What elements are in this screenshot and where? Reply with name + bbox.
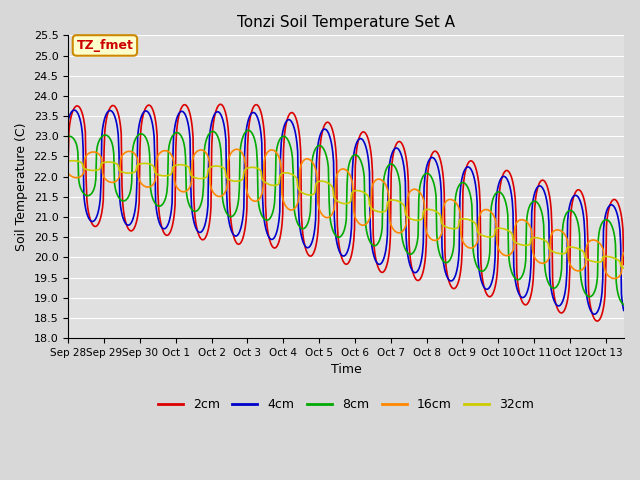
4cm — [591, 312, 598, 317]
8cm — [463, 184, 471, 190]
2cm — [64, 162, 72, 168]
16cm — [64, 170, 72, 176]
2cm — [594, 318, 602, 324]
2cm — [217, 101, 225, 107]
Line: 16cm: 16cm — [68, 149, 624, 278]
2cm — [67, 117, 74, 123]
4cm — [620, 308, 628, 313]
2cm — [142, 105, 150, 110]
4cm — [477, 276, 484, 282]
32cm — [67, 158, 74, 164]
4cm — [143, 108, 150, 114]
2cm — [323, 120, 331, 125]
16cm — [142, 184, 150, 190]
8cm — [477, 268, 484, 274]
Line: 32cm: 32cm — [68, 161, 624, 268]
8cm — [244, 127, 252, 133]
8cm — [64, 133, 72, 139]
16cm — [463, 244, 471, 250]
32cm — [64, 158, 72, 164]
16cm — [611, 276, 618, 281]
32cm — [323, 180, 331, 185]
Line: 2cm: 2cm — [68, 104, 624, 321]
8cm — [67, 133, 74, 139]
32cm — [302, 192, 310, 197]
4cm — [302, 244, 310, 250]
16cm — [620, 250, 628, 256]
16cm — [302, 156, 310, 162]
Legend: 2cm, 4cm, 8cm, 16cm, 32cm: 2cm, 4cm, 8cm, 16cm, 32cm — [153, 393, 539, 416]
Title: Tonzi Soil Temperature Set A: Tonzi Soil Temperature Set A — [237, 15, 455, 30]
16cm — [323, 215, 331, 220]
4cm — [463, 164, 471, 170]
4cm — [67, 111, 74, 117]
16cm — [477, 210, 484, 216]
2cm — [477, 260, 484, 266]
4cm — [323, 128, 331, 133]
2cm — [302, 247, 310, 252]
Text: TZ_fmet: TZ_fmet — [77, 39, 133, 52]
32cm — [68, 158, 76, 164]
Line: 8cm: 8cm — [68, 130, 624, 305]
16cm — [232, 146, 240, 152]
8cm — [302, 224, 310, 229]
8cm — [142, 135, 150, 141]
4cm — [70, 107, 78, 113]
Y-axis label: Soil Temperature (C): Soil Temperature (C) — [15, 122, 28, 251]
2cm — [463, 162, 471, 168]
8cm — [323, 155, 331, 161]
Line: 4cm: 4cm — [68, 110, 624, 314]
32cm — [143, 161, 150, 167]
16cm — [67, 173, 74, 179]
2cm — [620, 262, 628, 267]
32cm — [620, 265, 628, 271]
4cm — [64, 118, 72, 123]
X-axis label: Time: Time — [330, 363, 362, 376]
8cm — [620, 302, 628, 308]
32cm — [463, 216, 471, 222]
32cm — [477, 232, 484, 238]
